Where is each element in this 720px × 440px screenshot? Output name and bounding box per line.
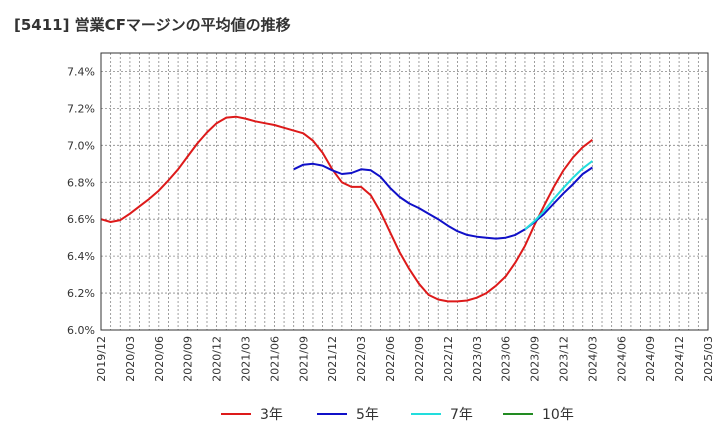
- legend: 3年 5年 7年 10年: [221, 407, 574, 423]
- x-tick-label: 2023/09: [529, 336, 542, 382]
- legend-label: 5年: [356, 407, 379, 423]
- x-tick-label: 2023/06: [500, 336, 513, 382]
- chart-title: [5411] 営業CFマージンの平均値の推移: [14, 16, 291, 34]
- legend-item: 7年: [411, 407, 473, 423]
- x-tick-label: 2023/03: [471, 336, 484, 382]
- x-tick-label: 2024/03: [586, 336, 599, 382]
- x-tick-label: 2022/09: [413, 336, 426, 382]
- x-tick-label: 2024/09: [644, 336, 657, 382]
- x-tick-label: 2024/12: [673, 336, 686, 382]
- x-tick-label: 2021/09: [297, 336, 310, 382]
- x-tick-label: 2020/06: [153, 336, 166, 382]
- x-tick-label: 2021/03: [240, 336, 253, 382]
- x-tick-label: 2025/03: [702, 336, 715, 382]
- y-tick-label: 6.4%: [67, 250, 95, 263]
- y-tick-label: 6.8%: [67, 176, 95, 189]
- x-tick-label: 2020/12: [211, 336, 224, 382]
- y-tick-label: 7.4%: [67, 65, 95, 78]
- x-tick-label: 2021/06: [268, 336, 281, 382]
- x-tick-label: 2019/12: [95, 336, 108, 382]
- legend-label: 3年: [260, 407, 283, 423]
- legend-item: 3年: [221, 407, 283, 423]
- y-tick-label: 7.2%: [67, 102, 95, 115]
- y-tick-label: 6.6%: [67, 213, 95, 226]
- x-tick-label: 2021/12: [326, 336, 339, 382]
- legend-item: 10年: [503, 407, 574, 423]
- plot-frame: [100, 52, 709, 331]
- legend-label: 7年: [450, 407, 473, 423]
- series-line-0: [100, 115, 594, 303]
- y-tick-label: 6.0%: [67, 324, 95, 337]
- y-axis-ticks: 6.0% 6.2% 6.4% 6.6% 6.8% 7.0% 7.2% 7.4%: [67, 65, 95, 337]
- legend-label: 10年: [542, 407, 574, 423]
- x-tick-label: 2022/12: [442, 336, 455, 382]
- x-tick-label: 2020/03: [124, 336, 137, 382]
- series-line-2: [524, 160, 594, 231]
- x-tick-label: 2020/09: [182, 336, 195, 382]
- x-tick-label: 2022/06: [384, 336, 397, 382]
- y-tick-label: 6.2%: [67, 287, 95, 300]
- x-tick-label: 2024/06: [615, 336, 628, 382]
- series-line-1: [293, 162, 593, 240]
- series-layer: [100, 115, 594, 303]
- x-tick-label: 2022/03: [355, 336, 368, 382]
- x-axis-ticks: 2019/12 2020/03 2020/06 2020/09 2020/12 2021/…: [95, 336, 715, 382]
- grid-lines: [101, 53, 708, 330]
- legend-item: 5年: [317, 407, 379, 423]
- y-tick-label: 7.0%: [67, 139, 95, 152]
- x-tick-label: 2023/12: [557, 336, 570, 382]
